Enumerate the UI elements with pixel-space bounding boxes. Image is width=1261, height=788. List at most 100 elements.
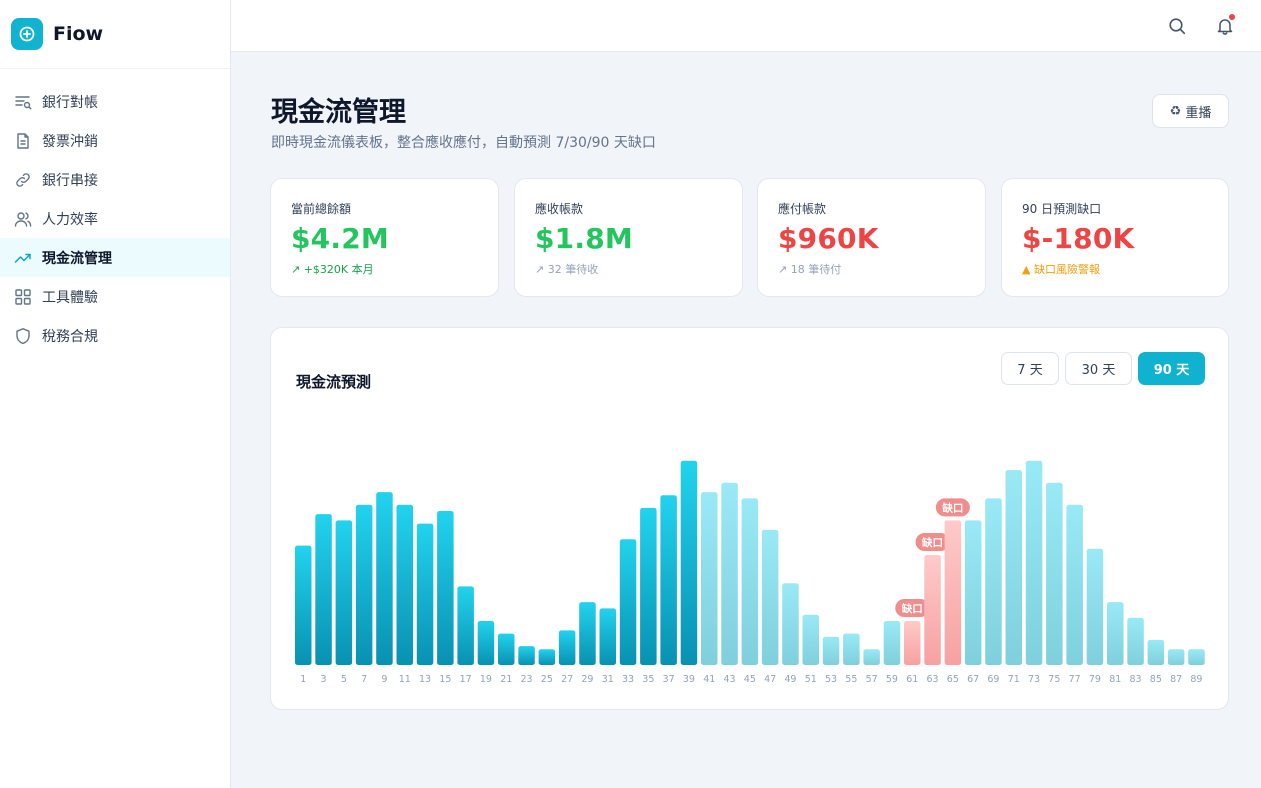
recycle-icon: ♻ [1169, 103, 1182, 119]
sidebar-item-tax-compliance[interactable]: 稅務合規 [0, 316, 230, 355]
x-tick-label: 59 [886, 674, 898, 685]
chart-bar [1005, 470, 1022, 665]
x-tick-label: 43 [724, 674, 736, 685]
chart-bar [822, 636, 840, 665]
x-tick-label: 83 [1130, 674, 1142, 685]
chart-bar [782, 583, 799, 665]
trending-up-icon [13, 248, 33, 268]
link-icon [13, 170, 33, 190]
chart-bar [1188, 649, 1205, 665]
chart-bar [863, 649, 880, 665]
x-tick-label: 35 [642, 674, 654, 685]
chart-bar [660, 495, 677, 665]
gap-badge: 缺口 [915, 533, 950, 551]
chart-bar [457, 586, 474, 665]
sidebar-nav: 銀行對帳 發票沖銷 銀行串接 人力效率 現金流管理 [0, 69, 230, 355]
chart-bar [1167, 649, 1185, 665]
kpi-card-total-balance: 當前總餘額 $4.2M ↗ +$320K 本月 [270, 178, 499, 297]
x-tick-label: 57 [866, 674, 878, 685]
range-7-day-button[interactable]: 7 天 [1001, 352, 1059, 385]
chart-bar [1127, 617, 1144, 665]
kpi-value: $-180K [1022, 222, 1135, 255]
svg-text:缺口: 缺口 [901, 602, 923, 615]
range-30-day-button[interactable]: 30 天 [1065, 352, 1132, 385]
x-tick-label: 27 [561, 674, 573, 685]
search-icon[interactable] [1165, 14, 1189, 38]
x-tick-label: 47 [764, 674, 776, 685]
x-tick-label: 79 [1089, 674, 1101, 685]
chart-bar [1025, 460, 1043, 665]
x-tick-label: 67 [967, 674, 979, 685]
replay-button[interactable]: ♻ 重播 [1152, 94, 1229, 128]
gap-badge: 缺口 [895, 599, 930, 617]
chart-bar [964, 520, 982, 665]
sidebar-item-bank-connect[interactable]: 銀行串接 [0, 160, 230, 199]
x-tick-label: 11 [399, 674, 411, 685]
sidebar-item-label: 發票沖銷 [42, 133, 98, 150]
chart-bar [498, 633, 515, 665]
sidebar-item-bank-reconciliation[interactable]: 銀行對帳 [0, 82, 230, 121]
chart-bar [1086, 548, 1104, 665]
x-tick-label: 7 [361, 674, 367, 685]
sidebar-item-cashflow[interactable]: 現金流管理 [0, 238, 230, 277]
x-tick-label: 65 [947, 674, 959, 685]
sidebar-item-workforce[interactable]: 人力效率 [0, 199, 230, 238]
gap-badge: 缺口 [935, 498, 970, 517]
replay-button-label: 重播 [1185, 105, 1212, 121]
chart-bar [579, 602, 596, 665]
chart-bar [944, 520, 962, 665]
x-tick-label: 21 [500, 674, 512, 685]
kpi-value: $960K [778, 222, 879, 255]
x-tick-label: 45 [744, 674, 756, 685]
shield-icon [13, 326, 33, 346]
kpi-label: 應付帳款 [778, 202, 827, 216]
kpi-label: 當前總餘額 [291, 202, 352, 216]
range-90-day-button[interactable]: 90 天 [1138, 352, 1205, 385]
sidebar-item-label: 工具體驗 [42, 289, 98, 306]
x-tick-label: 81 [1109, 674, 1121, 685]
kpi-label: 90 日預測缺口 [1022, 202, 1102, 216]
chart-bar [376, 492, 393, 665]
chart-bar [985, 498, 1002, 665]
x-tick-label: 55 [845, 674, 857, 685]
chart-bar [599, 608, 616, 665]
brand[interactable]: Fiow [0, 0, 230, 69]
x-tick-label: 1 [300, 674, 306, 685]
x-tick-label: 77 [1069, 674, 1081, 685]
bell-icon[interactable] [1213, 14, 1237, 38]
kpi-card-receivables: 應收帳款 $1.8M ↗ 32 筆待收 [514, 178, 743, 297]
chart-bar [1147, 639, 1165, 665]
chart-bar [538, 649, 556, 665]
grid-icon [13, 287, 33, 307]
x-tick-label: 13 [419, 674, 431, 685]
svg-text:缺口: 缺口 [941, 501, 963, 514]
chart-bar [396, 504, 413, 665]
x-tick-label: 29 [581, 674, 593, 685]
chart-bar [1046, 482, 1063, 665]
notification-dot [1229, 14, 1235, 20]
kpi-note: ↗ 18 筆待付 [778, 263, 842, 276]
chart-bar [924, 555, 941, 665]
chart-bar [416, 523, 434, 665]
x-tick-label: 87 [1170, 674, 1182, 685]
x-tick-label: 17 [460, 674, 472, 685]
x-tick-label: 5 [341, 674, 347, 685]
users-icon [13, 209, 33, 229]
x-tick-label: 53 [825, 674, 837, 685]
chart-bar [1107, 602, 1124, 665]
sidebar-item-tools[interactable]: 工具體驗 [0, 277, 230, 316]
sidebar-item-label: 銀行串接 [42, 172, 98, 189]
kpi-note: ↗ +$320K 本月 [291, 263, 374, 276]
chart-bar [680, 460, 698, 665]
cashflow-bar-chart: 1 3 5 7 9 11 13 15 17 19 21 23 25 27 29 31 33 35 37 39 41 43 4… [295, 460, 1205, 685]
kpi-label: 應收帳款 [535, 202, 584, 216]
chart-bar [477, 621, 495, 665]
x-tick-label: 85 [1150, 674, 1162, 685]
sidebar-item-invoice-writeoff[interactable]: 發票沖銷 [0, 121, 230, 160]
chart-title: 現金流預測 [296, 373, 372, 391]
x-tick-label: 69 [987, 674, 999, 685]
x-tick-label: 73 [1028, 674, 1040, 685]
sidebar: Fiow 銀行對帳 發票沖銷 銀行串接 人力效率 [0, 0, 231, 788]
brand-name: Fiow [53, 23, 104, 45]
sidebar-item-label: 稅務合規 [42, 328, 98, 345]
